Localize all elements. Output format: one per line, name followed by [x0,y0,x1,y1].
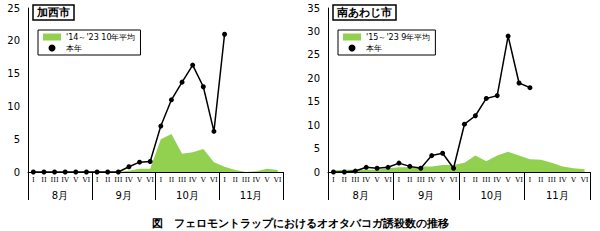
svg-text:0: 0 [14,167,20,178]
svg-text:V: V [374,176,381,184]
svg-text:図 フェロモントラップにおけるオオタバコガ誘殺数の推移: 図 フェロモントラップにおけるオオタバコガ誘殺数の推移 [152,217,449,230]
svg-text:VI: VI [209,176,218,184]
svg-text:35: 35 [307,3,320,14]
svg-text:20: 20 [7,35,20,46]
svg-text:VI: VI [82,176,91,184]
svg-text:V: V [200,176,207,184]
svg-text:I: I [32,176,35,184]
svg-text:I: I [463,176,466,184]
svg-text:I: I [96,176,99,184]
svg-text:II: II [41,176,47,184]
svg-text:II: II [232,176,238,184]
svg-text:III: III [482,176,491,184]
svg-text:'15～'23 9年平均: '15～'23 9年平均 [366,33,430,42]
svg-text:VI: VI [145,176,154,184]
svg-text:II: II [342,176,348,184]
svg-text:V: V [136,176,143,184]
svg-text:III: III [242,176,251,184]
svg-text:南あわじ市: 南あわじ市 [336,6,392,19]
svg-text:20: 20 [307,73,320,84]
svg-text:'14～'23 10年平均: '14～'23 10年平均 [66,33,135,42]
svg-text:III: III [351,176,360,184]
svg-text:III: III [178,176,187,184]
svg-text:5: 5 [14,134,20,145]
svg-text:II: II [407,176,413,184]
svg-text:30: 30 [307,26,320,37]
svg-text:VI: VI [514,176,523,184]
svg-text:10: 10 [7,101,20,112]
svg-text:IV: IV [253,176,262,184]
svg-text:V: V [505,176,512,184]
svg-text:IV: IV [428,176,437,184]
svg-text:V: V [72,176,79,184]
svg-text:加西市: 加西市 [36,6,70,19]
svg-text:10月: 10月 [176,190,199,201]
svg-text:5: 5 [314,143,320,154]
svg-text:15: 15 [7,68,20,79]
svg-text:VI: VI [383,176,392,184]
svg-text:II: II [538,176,544,184]
svg-text:II: II [169,176,175,184]
svg-text:11月: 11月 [546,190,569,201]
svg-text:I: I [529,176,532,184]
svg-text:V: V [439,176,446,184]
svg-text:本年: 本年 [66,44,82,53]
svg-text:II: II [105,176,111,184]
svg-text:本年: 本年 [366,44,382,53]
svg-text:V: V [264,176,271,184]
svg-text:VI: VI [580,176,589,184]
svg-text:9月: 9月 [418,190,434,201]
svg-text:9月: 9月 [115,190,131,201]
svg-text:VI: VI [449,176,458,184]
svg-text:11月: 11月 [240,190,263,201]
svg-text:10: 10 [307,120,320,131]
svg-text:8月: 8月 [52,190,68,201]
svg-text:I: I [398,176,401,184]
svg-text:III: III [548,176,557,184]
svg-text:I: I [223,176,226,184]
svg-text:25: 25 [7,3,20,14]
svg-text:IV: IV [362,176,371,184]
svg-text:II: II [473,176,479,184]
svg-text:III: III [417,176,426,184]
svg-text:0: 0 [314,167,320,178]
svg-text:IV: IV [493,176,502,184]
svg-text:25: 25 [307,49,320,60]
svg-text:V: V [570,176,577,184]
svg-text:IV: IV [61,176,70,184]
svg-text:III: III [114,176,123,184]
svg-text:I: I [159,176,162,184]
svg-text:8月: 8月 [353,190,369,201]
svg-text:VI: VI [273,176,282,184]
svg-text:IV: IV [559,176,568,184]
svg-text:15: 15 [307,96,320,107]
svg-text:III: III [50,176,59,184]
svg-text:IV: IV [125,176,134,184]
svg-text:I: I [332,176,335,184]
svg-text:10月: 10月 [480,190,503,201]
svg-text:IV: IV [189,176,198,184]
